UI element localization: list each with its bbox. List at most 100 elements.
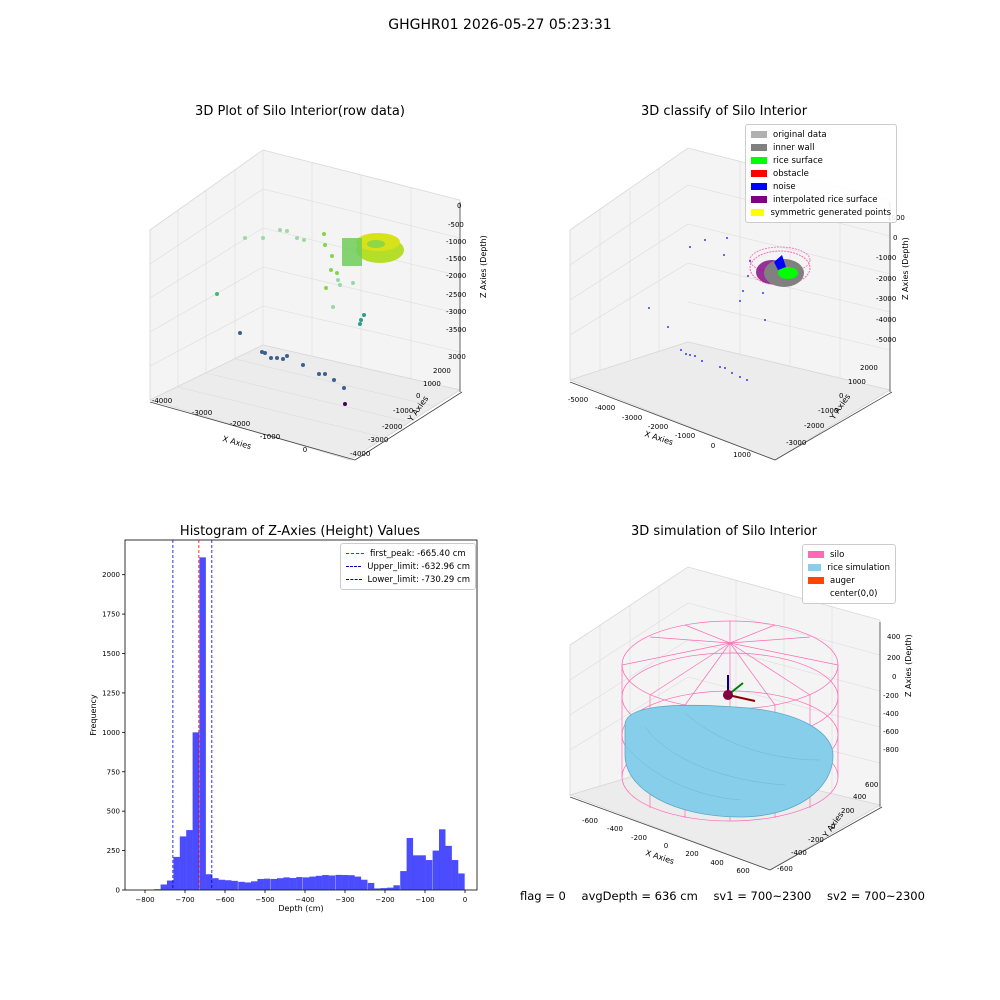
histogram-bar	[439, 829, 446, 890]
x-axis-line	[569, 796, 771, 871]
z-tick-label: 0	[893, 234, 897, 242]
x-axis-label: Depth (cm)	[278, 904, 323, 913]
z-axis-label: Z Axies (Depth)	[904, 634, 913, 697]
histogram-legend: first_peak: -665.40 cm Upper_limit: -632…	[340, 543, 476, 590]
histogram-bars	[154, 557, 465, 890]
x-tick-label: -3000	[622, 414, 642, 422]
legend-item: Upper_limit: -632.96 cm	[346, 560, 470, 573]
z-tick-label: -400	[883, 710, 899, 718]
z-tick-label: 400	[887, 633, 900, 641]
y-tick-label: -2000	[382, 423, 402, 431]
legend-item: auger	[808, 574, 890, 587]
x-ticks: -4000 -3000 -2000 -1000 0	[152, 397, 307, 454]
legend-label: interpolated rice surface	[773, 194, 878, 205]
y-axis-line	[354, 391, 463, 461]
legend-item: rice surface	[751, 154, 891, 167]
legend-item: interpolated rice surface	[751, 193, 891, 206]
legend-label: inner wall	[773, 142, 815, 153]
histogram-bar	[186, 830, 193, 890]
histogram-bar	[303, 877, 310, 890]
legend-swatch	[808, 590, 824, 597]
y-tick-label: -600	[777, 865, 793, 873]
simulation-3d-plot: -600 -400 -200 0 200 400 600 X Axies -60…	[568, 566, 913, 875]
rice-simulation-surface	[624, 704, 834, 818]
y-tick-label: 0	[416, 392, 420, 400]
legend-swatch	[751, 183, 767, 190]
legend-item: original data	[751, 128, 891, 141]
subplot2-title: 3D classify of Silo Interior	[640, 104, 808, 119]
x-tick-label: -1000	[675, 432, 695, 440]
legend-label: silo	[830, 549, 845, 560]
z-tick-label: -3500	[446, 326, 466, 334]
y-tick-label: 3000	[448, 353, 466, 361]
histogram-bar	[251, 881, 258, 890]
x-tick-label: 600	[736, 867, 749, 875]
x-tick-label: −600	[215, 896, 234, 904]
histogram-vlines	[172, 540, 213, 890]
rice-surface	[778, 267, 798, 279]
z-axis-label: Z Axies (Depth)	[901, 237, 910, 300]
y-tick-label: 1000	[423, 380, 441, 388]
y-tick-label: 2000	[102, 571, 120, 579]
legend-line	[346, 579, 362, 580]
silo-ring-inner	[367, 240, 385, 248]
x-tick-label: -2000	[648, 423, 668, 431]
x-axis-label: X Axies	[643, 429, 674, 447]
histogram-bar	[328, 875, 336, 890]
y-ticks: -3000 -2000 -1000 0 1000 2000	[786, 364, 878, 447]
legend-swatch	[751, 170, 767, 177]
z-tick-label: -3000	[446, 308, 466, 316]
y-tick-label: 750	[107, 768, 120, 776]
x-axis-line	[149, 401, 356, 461]
histogram-bar	[315, 875, 323, 890]
histogram-bar	[374, 888, 381, 890]
x-ticks: -600 -400 -200 0 200 400 600	[582, 817, 750, 875]
legend-swatch	[751, 209, 765, 216]
y-tick-label: -3000	[786, 439, 806, 447]
legend-swatch	[808, 564, 822, 571]
x-tick-label: -4000	[595, 404, 615, 412]
y-tick-label: 250	[107, 847, 120, 855]
x-tick-label: −200	[375, 896, 394, 904]
histogram-bar	[361, 879, 368, 890]
legend-label: noise	[773, 181, 796, 192]
wireframe-points	[749, 246, 811, 274]
histogram-bar	[205, 874, 213, 890]
y-tick-label: 1500	[102, 650, 120, 658]
histogram-bar	[445, 845, 452, 890]
avg-depth-value: avgDepth = 636 cm	[581, 889, 698, 903]
plot-frame	[124, 539, 478, 891]
legend-label: center(0,0)	[830, 588, 878, 599]
legend-swatch	[751, 131, 767, 138]
y-tick-label: 2000	[433, 367, 451, 375]
x-tick-label: -3000	[192, 409, 212, 417]
z-tick-label: 0	[892, 673, 896, 681]
y-tick-label: 400	[853, 793, 866, 801]
y-ticks: -600 -400 -200 0 200 400 600	[777, 781, 878, 873]
classified-silo-cluster	[749, 246, 811, 287]
y-tick-label: -200	[808, 836, 824, 844]
z-tick-label: -800	[883, 746, 899, 754]
x-tick-label: 200	[685, 850, 698, 858]
y-tick-label: 200	[841, 807, 854, 815]
histogram-bar	[212, 878, 219, 890]
histogram-bar	[406, 837, 414, 890]
legend-swatch	[751, 196, 767, 203]
histogram-bar	[451, 860, 459, 890]
y-axis-line	[774, 391, 893, 461]
histogram-bar	[244, 882, 252, 890]
legend-swatch	[808, 577, 824, 584]
x-tick-label: 1000	[733, 451, 751, 459]
legend-label: symmetric generated points	[770, 207, 891, 218]
legend-item: noise	[751, 180, 891, 193]
histogram-bar	[354, 876, 362, 890]
legend-label: original data	[773, 129, 827, 140]
x-tick-label: 0	[303, 446, 307, 454]
histogram-bar	[173, 856, 180, 890]
legend-item: symmetric generated points	[751, 206, 891, 219]
legend-item: obstacle	[751, 167, 891, 180]
legend-label: first_peak: -665.40 cm	[370, 548, 466, 559]
sv1-value: sv1 = 700~2300	[713, 889, 812, 903]
x-tick-label: -1000	[260, 433, 280, 441]
legend-item: center(0,0)	[808, 587, 890, 600]
